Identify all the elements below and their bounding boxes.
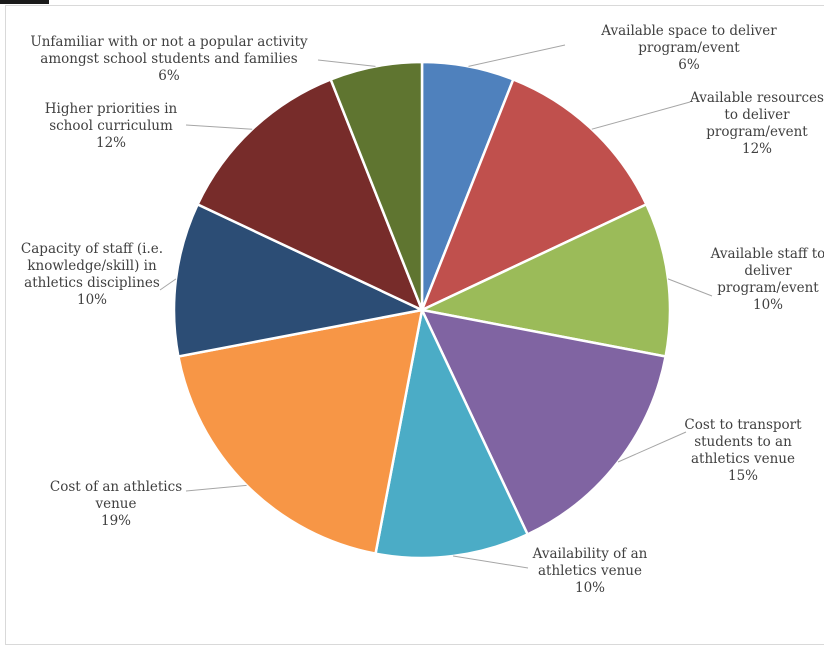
slice-percent: 19%	[101, 513, 131, 529]
slice-label-line: knowledge/skill) in	[27, 258, 157, 274]
data-labels: Available space to deliver program/event 6…	[21, 23, 824, 596]
pie-slice	[419, 308, 668, 537]
slice-label-line: athletics venue	[691, 451, 795, 467]
slice-percent: 10%	[77, 292, 107, 308]
slice-label: Available space to deliver program/event 6…	[600, 23, 777, 73]
slice-percent: 6%	[678, 57, 700, 73]
pie-slice	[374, 305, 530, 560]
slice-label-line: Unfamiliar with or not a popular activit…	[30, 34, 308, 50]
slice-label: Available staff to deliver program/event 10…	[710, 246, 824, 313]
leader-lines	[159, 44, 713, 569]
slice-label-line: Available resources	[689, 90, 824, 106]
slice-percent: 12%	[96, 135, 126, 151]
slice-label-line: to deliver	[724, 107, 790, 123]
slice-label-line: Available space to deliver	[600, 23, 777, 39]
slice-label-line: athletics disciplines	[24, 275, 160, 291]
leader-line	[667, 278, 713, 297]
slice-label: Cost of an athletics venue 19%	[50, 479, 182, 529]
slice-label: Availability of an athletics venue 10%	[532, 546, 648, 596]
slice-label-line: athletics venue	[538, 563, 642, 579]
slice-label-line: program/event	[706, 124, 808, 140]
slice-label-line: school curriculum	[49, 118, 173, 134]
slice-label-line: amongst school students and families	[40, 51, 297, 67]
slice-label: Unfamiliar with or not a popular activit…	[30, 34, 308, 84]
pie-slices	[172, 60, 672, 560]
leader-line	[591, 101, 691, 130]
leader-line	[468, 44, 566, 67]
slice-percent: 6%	[158, 68, 180, 84]
pie-chart: Available space to deliver program/event 6…	[21, 23, 824, 596]
slice-label-line: venue	[95, 496, 137, 512]
pie-slice	[176, 308, 424, 556]
slice-label-line: students to an	[694, 434, 792, 450]
slice-label-line: Cost to transport	[684, 417, 802, 433]
slice-label-line: Cost of an athletics	[50, 479, 182, 495]
pie-slice	[195, 77, 425, 313]
slice-label: Capacity of staff (i.e. knowledge/skill) …	[21, 241, 163, 308]
slice-label-line: Availability of an	[532, 546, 648, 562]
slice-label-line: Available staff to	[710, 246, 824, 262]
pie-slice	[329, 60, 424, 311]
leader-line	[159, 278, 177, 291]
slice-label: Cost to transport students to an athletics…	[684, 417, 802, 484]
slice-percent: 15%	[728, 468, 758, 484]
leader-line	[317, 59, 376, 67]
leader-line	[185, 124, 253, 130]
corner-tab	[0, 0, 49, 4]
slice-label-line: Capacity of staff (i.e.	[21, 241, 163, 257]
slice-label-line: program/event	[717, 280, 819, 296]
slice-label-line: deliver	[744, 263, 792, 279]
slice-percent: 10%	[753, 297, 783, 313]
leader-line	[185, 484, 247, 492]
slice-percent: 12%	[742, 141, 772, 157]
slice-label: Available resources to deliver program/eve…	[689, 90, 824, 157]
slice-label: Higher priorities in school curriculum 12%	[45, 101, 178, 151]
slice-label-line: Higher priorities in	[45, 101, 178, 117]
slice-label-line: program/event	[638, 40, 740, 56]
pie-slice	[419, 77, 649, 313]
leader-line	[617, 431, 687, 463]
slice-percent: 10%	[575, 580, 605, 596]
leader-line	[453, 555, 529, 569]
